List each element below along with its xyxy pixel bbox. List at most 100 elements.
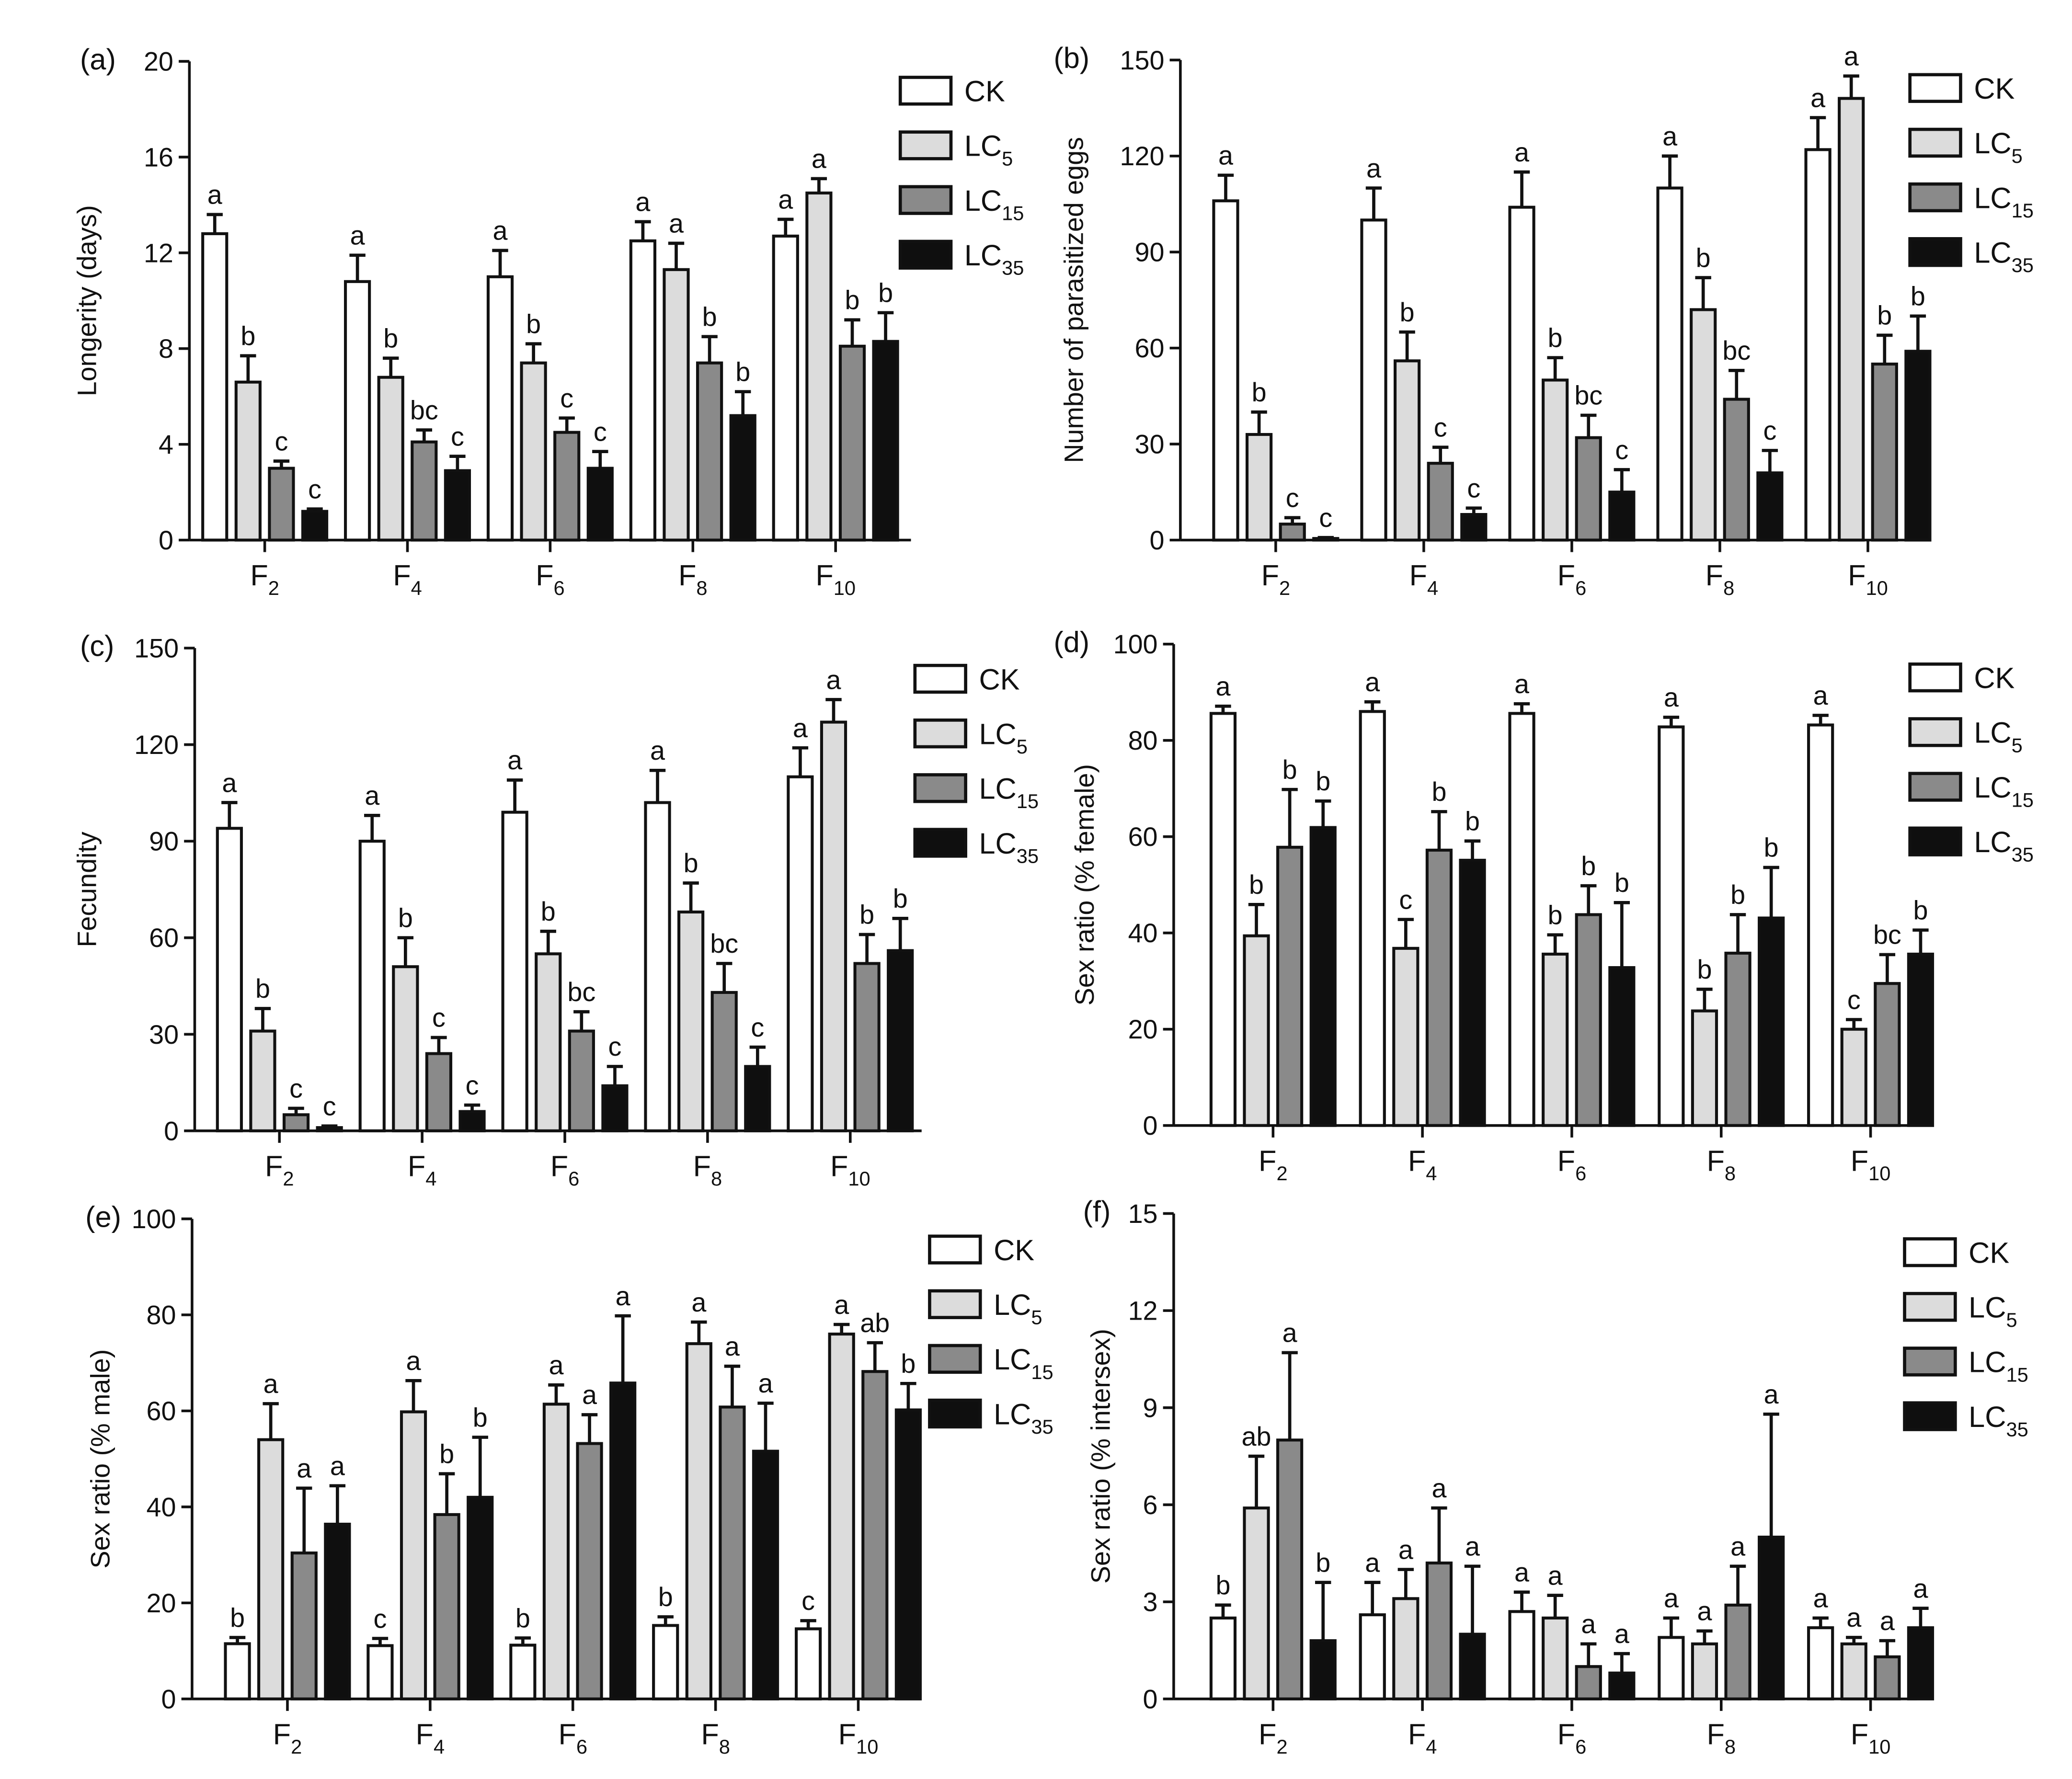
x-tick-label-sub: 6 — [1575, 577, 1586, 599]
bar-LC15-F2 — [1279, 523, 1306, 542]
x-tick-label-sub: 6 — [568, 1167, 579, 1190]
x-tick-label-sub: 10 — [1868, 1735, 1890, 1758]
x-tick-label-main: F — [1557, 1144, 1575, 1177]
significance-letter: a — [1581, 1609, 1596, 1639]
bar-CK-F8 — [1658, 725, 1685, 1127]
y-tick-label: 60 — [1134, 333, 1164, 363]
x-tick-label-main: F — [1409, 559, 1427, 592]
significance-letter: b — [1913, 895, 1928, 925]
significance-letter: c — [323, 1091, 336, 1121]
significance-letter: a — [1662, 121, 1677, 151]
significance-letter: a — [1365, 667, 1380, 697]
legend-label-LC35-sub: 35 — [1031, 1415, 1053, 1438]
legend-swatch-CK — [898, 76, 953, 106]
bar-CK-F8 — [1658, 1636, 1685, 1700]
bar-LC35-F6 — [1608, 1671, 1636, 1700]
panel-label: (f) — [1083, 1195, 1111, 1228]
y-tick-label: 90 — [1134, 238, 1164, 267]
significance-letter: c — [432, 1003, 446, 1033]
y-tick-label: 30 — [1134, 430, 1164, 459]
x-tick-label-main: F — [1848, 559, 1866, 592]
significance-letter: b — [1730, 880, 1745, 910]
x-tick-label-main: F — [1706, 1144, 1724, 1177]
significance-letter: a — [263, 1369, 278, 1399]
bar-LC35-F6 — [1608, 490, 1636, 542]
bar-LC15-F4 — [433, 1513, 460, 1700]
legend-label-LC15-main: LC — [1969, 1346, 2006, 1379]
legend-label-CK-main: CK — [979, 663, 1019, 696]
significance-letter: a — [1664, 1584, 1679, 1613]
significance-letter: b — [526, 309, 541, 339]
legend-label-LC35-main: LC — [964, 239, 1002, 272]
y-tick-label: 150 — [1120, 46, 1165, 75]
legend-label-LC35-main: LC — [979, 827, 1016, 860]
significance-letter: c — [751, 1013, 764, 1042]
legend-swatch-CK — [1908, 662, 1962, 693]
x-tick-label-main: F — [536, 559, 553, 592]
legend-label-LC35-sub: 35 — [2006, 1418, 2028, 1440]
legend-label-LC35-sub: 35 — [1017, 844, 1039, 867]
legend-label-LC5-sub: 5 — [1031, 1306, 1042, 1329]
bar-LC5-F8 — [663, 268, 690, 542]
bar-LC35-F4 — [1459, 1632, 1486, 1700]
x-tick-label: F2 — [265, 1150, 294, 1190]
bar-LC5-F8 — [677, 910, 705, 1132]
x-tick-label-sub: 4 — [1426, 1735, 1437, 1758]
bar-LC5-F6 — [1542, 1616, 1569, 1700]
bar-CK-F2 — [1209, 712, 1237, 1127]
x-tick-label-sub: 10 — [834, 577, 856, 599]
x-tick-label-sub: 4 — [425, 1167, 436, 1190]
panel-label: (e) — [85, 1200, 121, 1233]
significance-letter: c — [1763, 416, 1776, 445]
significance-letter: a — [1366, 153, 1381, 183]
x-tick-label-sub: 4 — [434, 1735, 445, 1758]
x-tick-label: F10 — [1848, 559, 1888, 599]
bar-CK-F6 — [501, 810, 528, 1132]
legend-swatch-LC15 — [913, 773, 967, 803]
bar-LC35-F6 — [601, 1084, 629, 1132]
legend-label-LC15: LC15 — [1969, 1346, 2028, 1386]
y-tick-label: 16 — [144, 142, 173, 172]
bar-LC15-F6 — [1575, 436, 1602, 542]
significance-letter: c — [466, 1071, 479, 1100]
significance-letter: a — [365, 781, 379, 810]
legend-label-LC35: LC35 — [1974, 826, 2034, 866]
legend-label-LC15-main: LC — [979, 773, 1016, 805]
bar-LC15-F4 — [1427, 462, 1454, 542]
significance-letter: bc — [567, 977, 595, 1007]
bar-LC5-F6 — [520, 361, 547, 542]
y-tick-label: 100 — [1113, 629, 1158, 659]
bar-LC35-F2 — [301, 510, 329, 542]
bar-LC15-F10 — [861, 1370, 889, 1700]
x-tick-label: F8 — [701, 1718, 730, 1758]
legend-label-LC15-sub: 15 — [1031, 1361, 1053, 1383]
bar-LC15-F6 — [1575, 913, 1602, 1127]
bar-CK-F6 — [509, 1643, 537, 1700]
y-axis-label: Fecundity — [72, 832, 102, 947]
x-tick-label: F2 — [250, 559, 279, 599]
significance-letter: ab — [860, 1308, 890, 1338]
bar-CK-F10 — [794, 1627, 822, 1700]
significance-letter: b — [901, 1349, 916, 1379]
legend-label-LC15-sub: 15 — [2012, 788, 2034, 811]
bar-LC5-F10 — [805, 191, 833, 542]
x-tick-label: F2 — [1259, 1144, 1288, 1185]
significance-letter: bc — [410, 395, 438, 425]
significance-letter: a — [350, 221, 365, 251]
legend-label-LC5: LC5 — [994, 1289, 1042, 1329]
x-tick-label-sub: 8 — [1725, 1162, 1736, 1185]
x-tick-label-sub: 2 — [283, 1167, 294, 1190]
legend-label-LC35-main: LC — [1974, 826, 2011, 858]
significance-letter: bc — [1574, 381, 1603, 411]
bar-LC15-F6 — [1575, 1665, 1602, 1700]
significance-letter: bc — [710, 929, 738, 958]
bar-CK-F4 — [1359, 710, 1386, 1127]
y-tick-label: 20 — [147, 1588, 176, 1618]
y-axis-label: Sex ratio (% male) — [85, 1349, 115, 1569]
significance-letter: a — [616, 1281, 630, 1311]
x-tick-label-main: F — [393, 559, 411, 592]
legend-label-LC5: LC5 — [1974, 127, 2022, 167]
significance-letter: b — [1400, 297, 1415, 327]
